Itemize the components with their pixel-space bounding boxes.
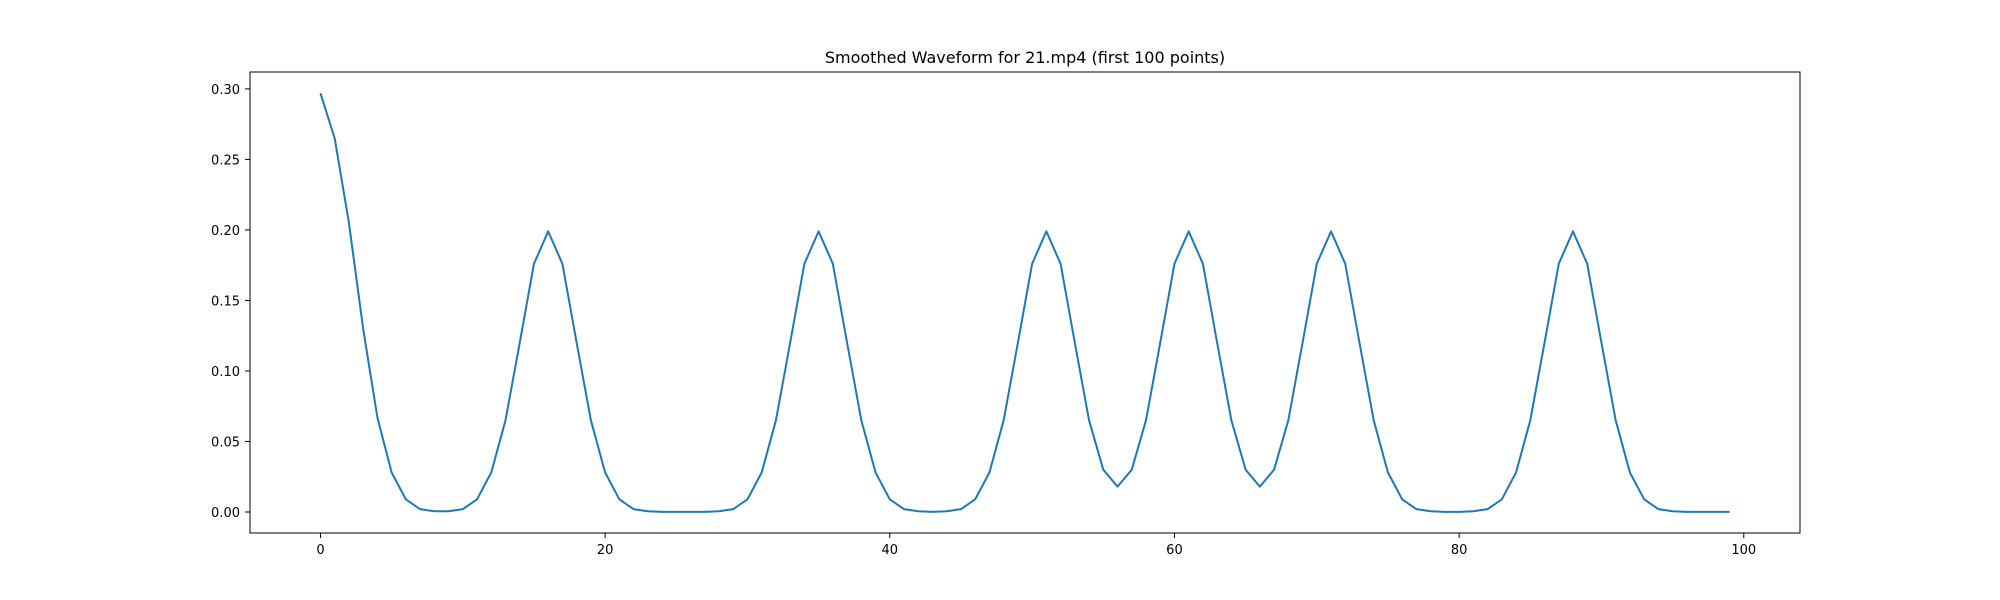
- x-tick-label: 80: [1451, 543, 1468, 558]
- y-axis: 0.00 0.05 0.10 0.15 0.20 0.25 0.30: [211, 83, 250, 521]
- x-tick-label: 0: [316, 543, 324, 558]
- y-tick-label: 0.00: [211, 506, 240, 521]
- x-axis: 0 20 40 60 80 100: [316, 533, 1756, 558]
- y-tick-label: 0.20: [211, 224, 240, 239]
- x-tick-label: 100: [1731, 543, 1756, 558]
- y-tick-label: 0.25: [211, 153, 240, 168]
- y-tick-label: 0.30: [211, 83, 240, 98]
- y-tick-label: 0.10: [211, 365, 240, 380]
- x-tick-label: 40: [882, 543, 899, 558]
- waveform-line: [319, 92, 1730, 513]
- chart-title: Smoothed Waveform for 21.mp4 (first 100 …: [825, 48, 1225, 67]
- plot-area-frame: [249, 71, 1801, 534]
- series-layer: [319, 92, 1730, 513]
- x-tick-label: 60: [1166, 543, 1183, 558]
- x-tick-label: 20: [597, 543, 614, 558]
- y-tick-label: 0.15: [211, 294, 240, 309]
- y-tick-label: 0.05: [211, 435, 240, 450]
